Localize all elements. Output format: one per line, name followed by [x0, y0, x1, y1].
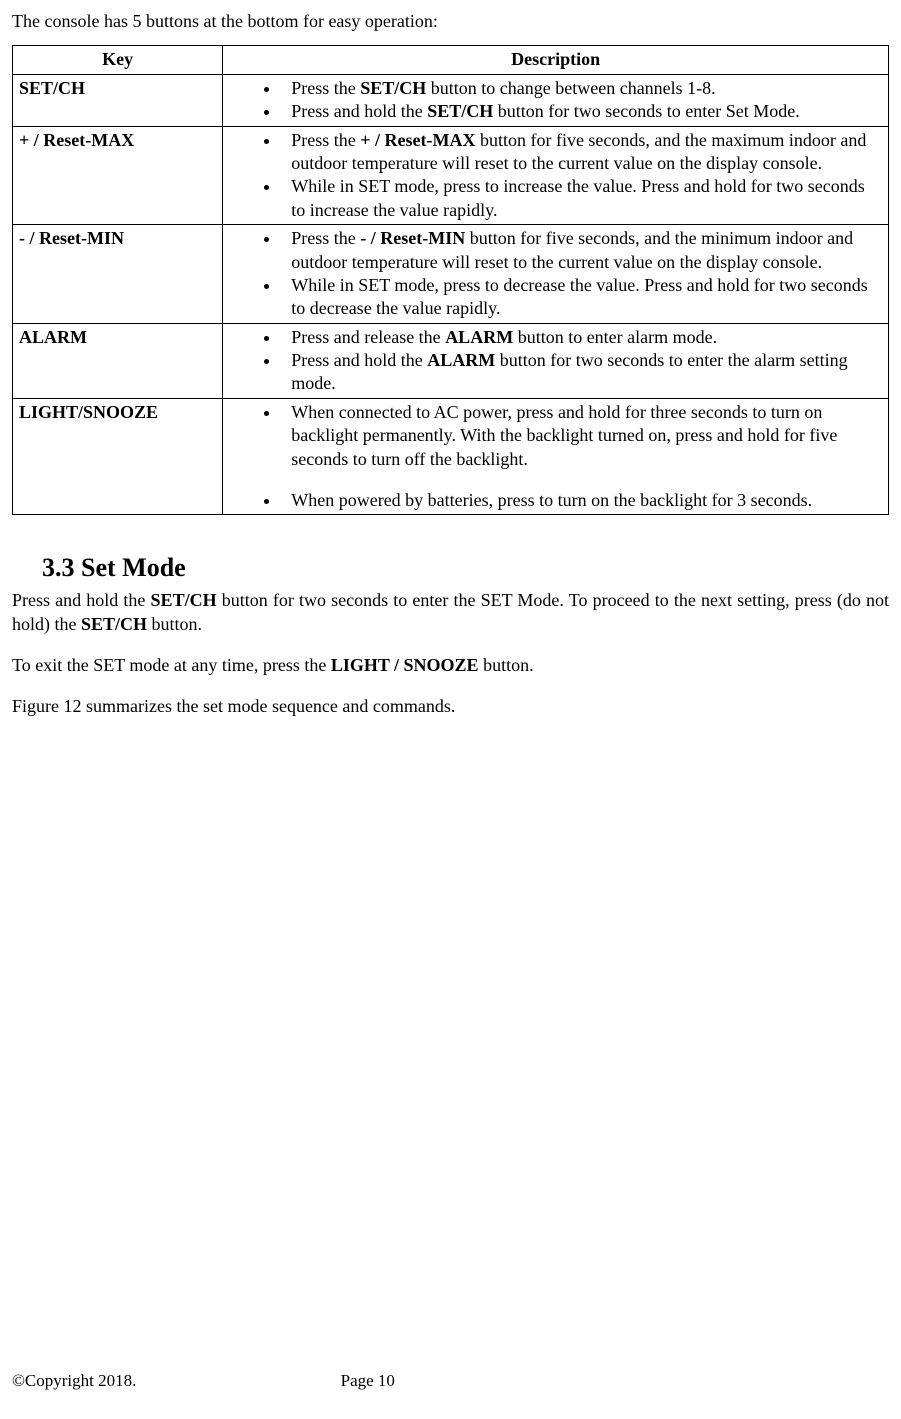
- table-header-description: Description: [223, 46, 889, 74]
- list-item: While in SET mode, press to decrease the…: [281, 274, 882, 321]
- table-row: + / Reset-MAX Press the + / Reset-MAX but…: [13, 126, 889, 225]
- table-cell-description: When connected to AC power, press and ho…: [223, 398, 889, 515]
- table-cell-description: Press the - / Reset-MIN button for five …: [223, 225, 889, 324]
- list-item: Press the - / Reset-MIN button for five …: [281, 227, 882, 274]
- intro-text: The console has 5 buttons at the bottom …: [12, 10, 889, 33]
- footer-page-number: Page 10: [341, 1370, 395, 1392]
- list-item: When powered by batteries, press to turn…: [281, 489, 882, 512]
- list-item: While in SET mode, press to increase the…: [281, 175, 882, 222]
- table-cell-key: LIGHT/SNOOZE: [13, 398, 223, 515]
- page-footer: ©Copyright 2018. Page 10: [12, 1370, 889, 1392]
- footer-copyright: ©Copyright 2018.: [12, 1370, 136, 1392]
- table-cell-description: Press the + / Reset-MAX button for five …: [223, 126, 889, 225]
- table-row: - / Reset-MIN Press the - / Reset-MIN but…: [13, 225, 889, 324]
- set-mode-paragraph-2: To exit the SET mode at any time, press …: [12, 654, 889, 677]
- table-row: LIGHT/SNOOZE When connected to AC power, …: [13, 398, 889, 515]
- list-item: Press and release the ALARM button to en…: [281, 326, 882, 349]
- button-description-table: Key Description SET/CH Press the SET/CH b…: [12, 45, 889, 515]
- list-item: Press the + / Reset-MAX button for five …: [281, 129, 882, 176]
- table-row: SET/CH Press the SET/CH button to change …: [13, 74, 889, 126]
- list-item: Press and hold the SET/CH button for two…: [281, 100, 882, 123]
- set-mode-paragraph-1: Press and hold the SET/CH button for two…: [12, 589, 889, 636]
- table-cell-key: ALARM: [13, 323, 223, 398]
- table-header-key: Key: [13, 46, 223, 74]
- table-cell-key: SET/CH: [13, 74, 223, 126]
- table-cell-key: + / Reset-MAX: [13, 126, 223, 225]
- table-row: ALARM Press and release the ALARM button …: [13, 323, 889, 398]
- table-cell-key: - / Reset-MIN: [13, 225, 223, 324]
- table-cell-description: Press and release the ALARM button to en…: [223, 323, 889, 398]
- section-heading-set-mode: 3.3 Set Mode: [42, 551, 889, 585]
- list-item: When connected to AC power, press and ho…: [281, 401, 882, 471]
- table-cell-description: Press the SET/CH button to change betwee…: [223, 74, 889, 126]
- list-item: Press and hold the ALARM button for two …: [281, 349, 882, 396]
- list-item: Press the SET/CH button to change betwee…: [281, 77, 882, 100]
- set-mode-paragraph-3: Figure 12 summarizes the set mode sequen…: [12, 695, 889, 718]
